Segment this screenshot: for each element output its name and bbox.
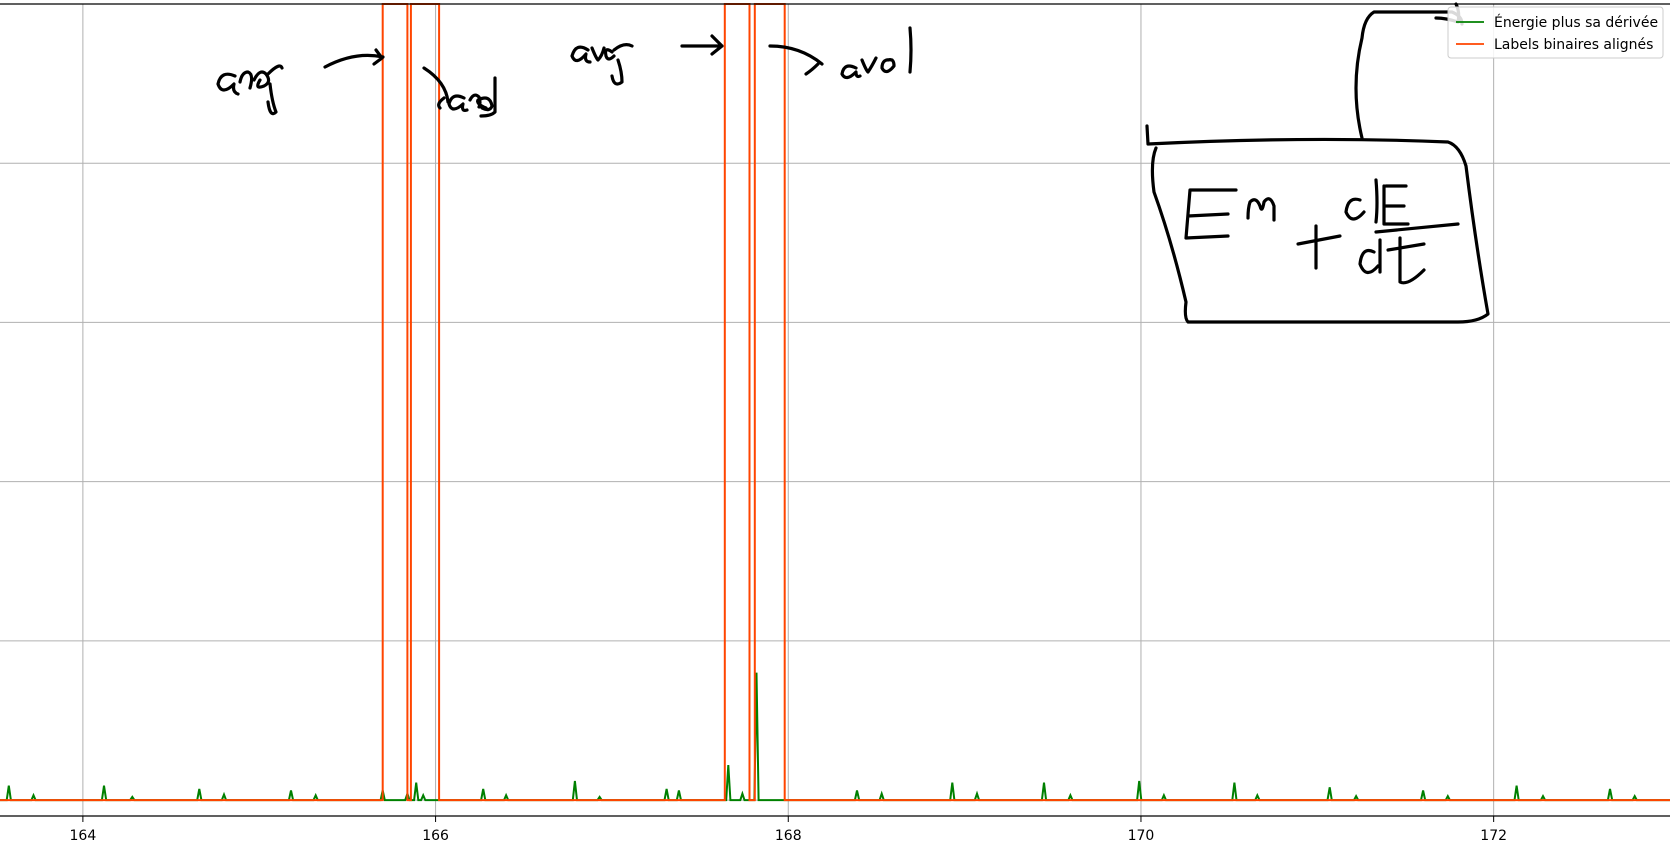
x-tick-label: 172	[1480, 828, 1507, 844]
x-tick-label: 164	[70, 828, 97, 844]
legend-label-energie: Énergie plus sa dérivée	[1494, 14, 1658, 31]
x-tick-label: 168	[775, 828, 802, 844]
legend-label-labels: Labels binaires alignés	[1494, 37, 1653, 53]
annotation-box	[1145, 124, 1490, 324]
legend-box	[1447, 6, 1664, 59]
annotation-avd	[422, 66, 497, 118]
x-tick-label: 166	[422, 828, 449, 844]
annotation-avg-left	[216, 64, 284, 116]
x-tick-label: 170	[1128, 828, 1155, 844]
axes-layer	[0, 3, 1670, 817]
legend: Énergie plus sa dérivée Labels binaires …	[1447, 6, 1664, 59]
annotation-avg-mid	[570, 43, 634, 86]
annotation-formula	[1184, 178, 1460, 285]
annotation-arrow-left	[323, 48, 385, 69]
annotation-arrow-mid	[680, 34, 724, 56]
series-line-energie	[0, 672, 1670, 802]
ticks-layer: 164 166 168 170 172	[70, 816, 1507, 844]
handwritten-annotations	[216, 2, 1490, 324]
annotation-avol	[768, 26, 913, 80]
